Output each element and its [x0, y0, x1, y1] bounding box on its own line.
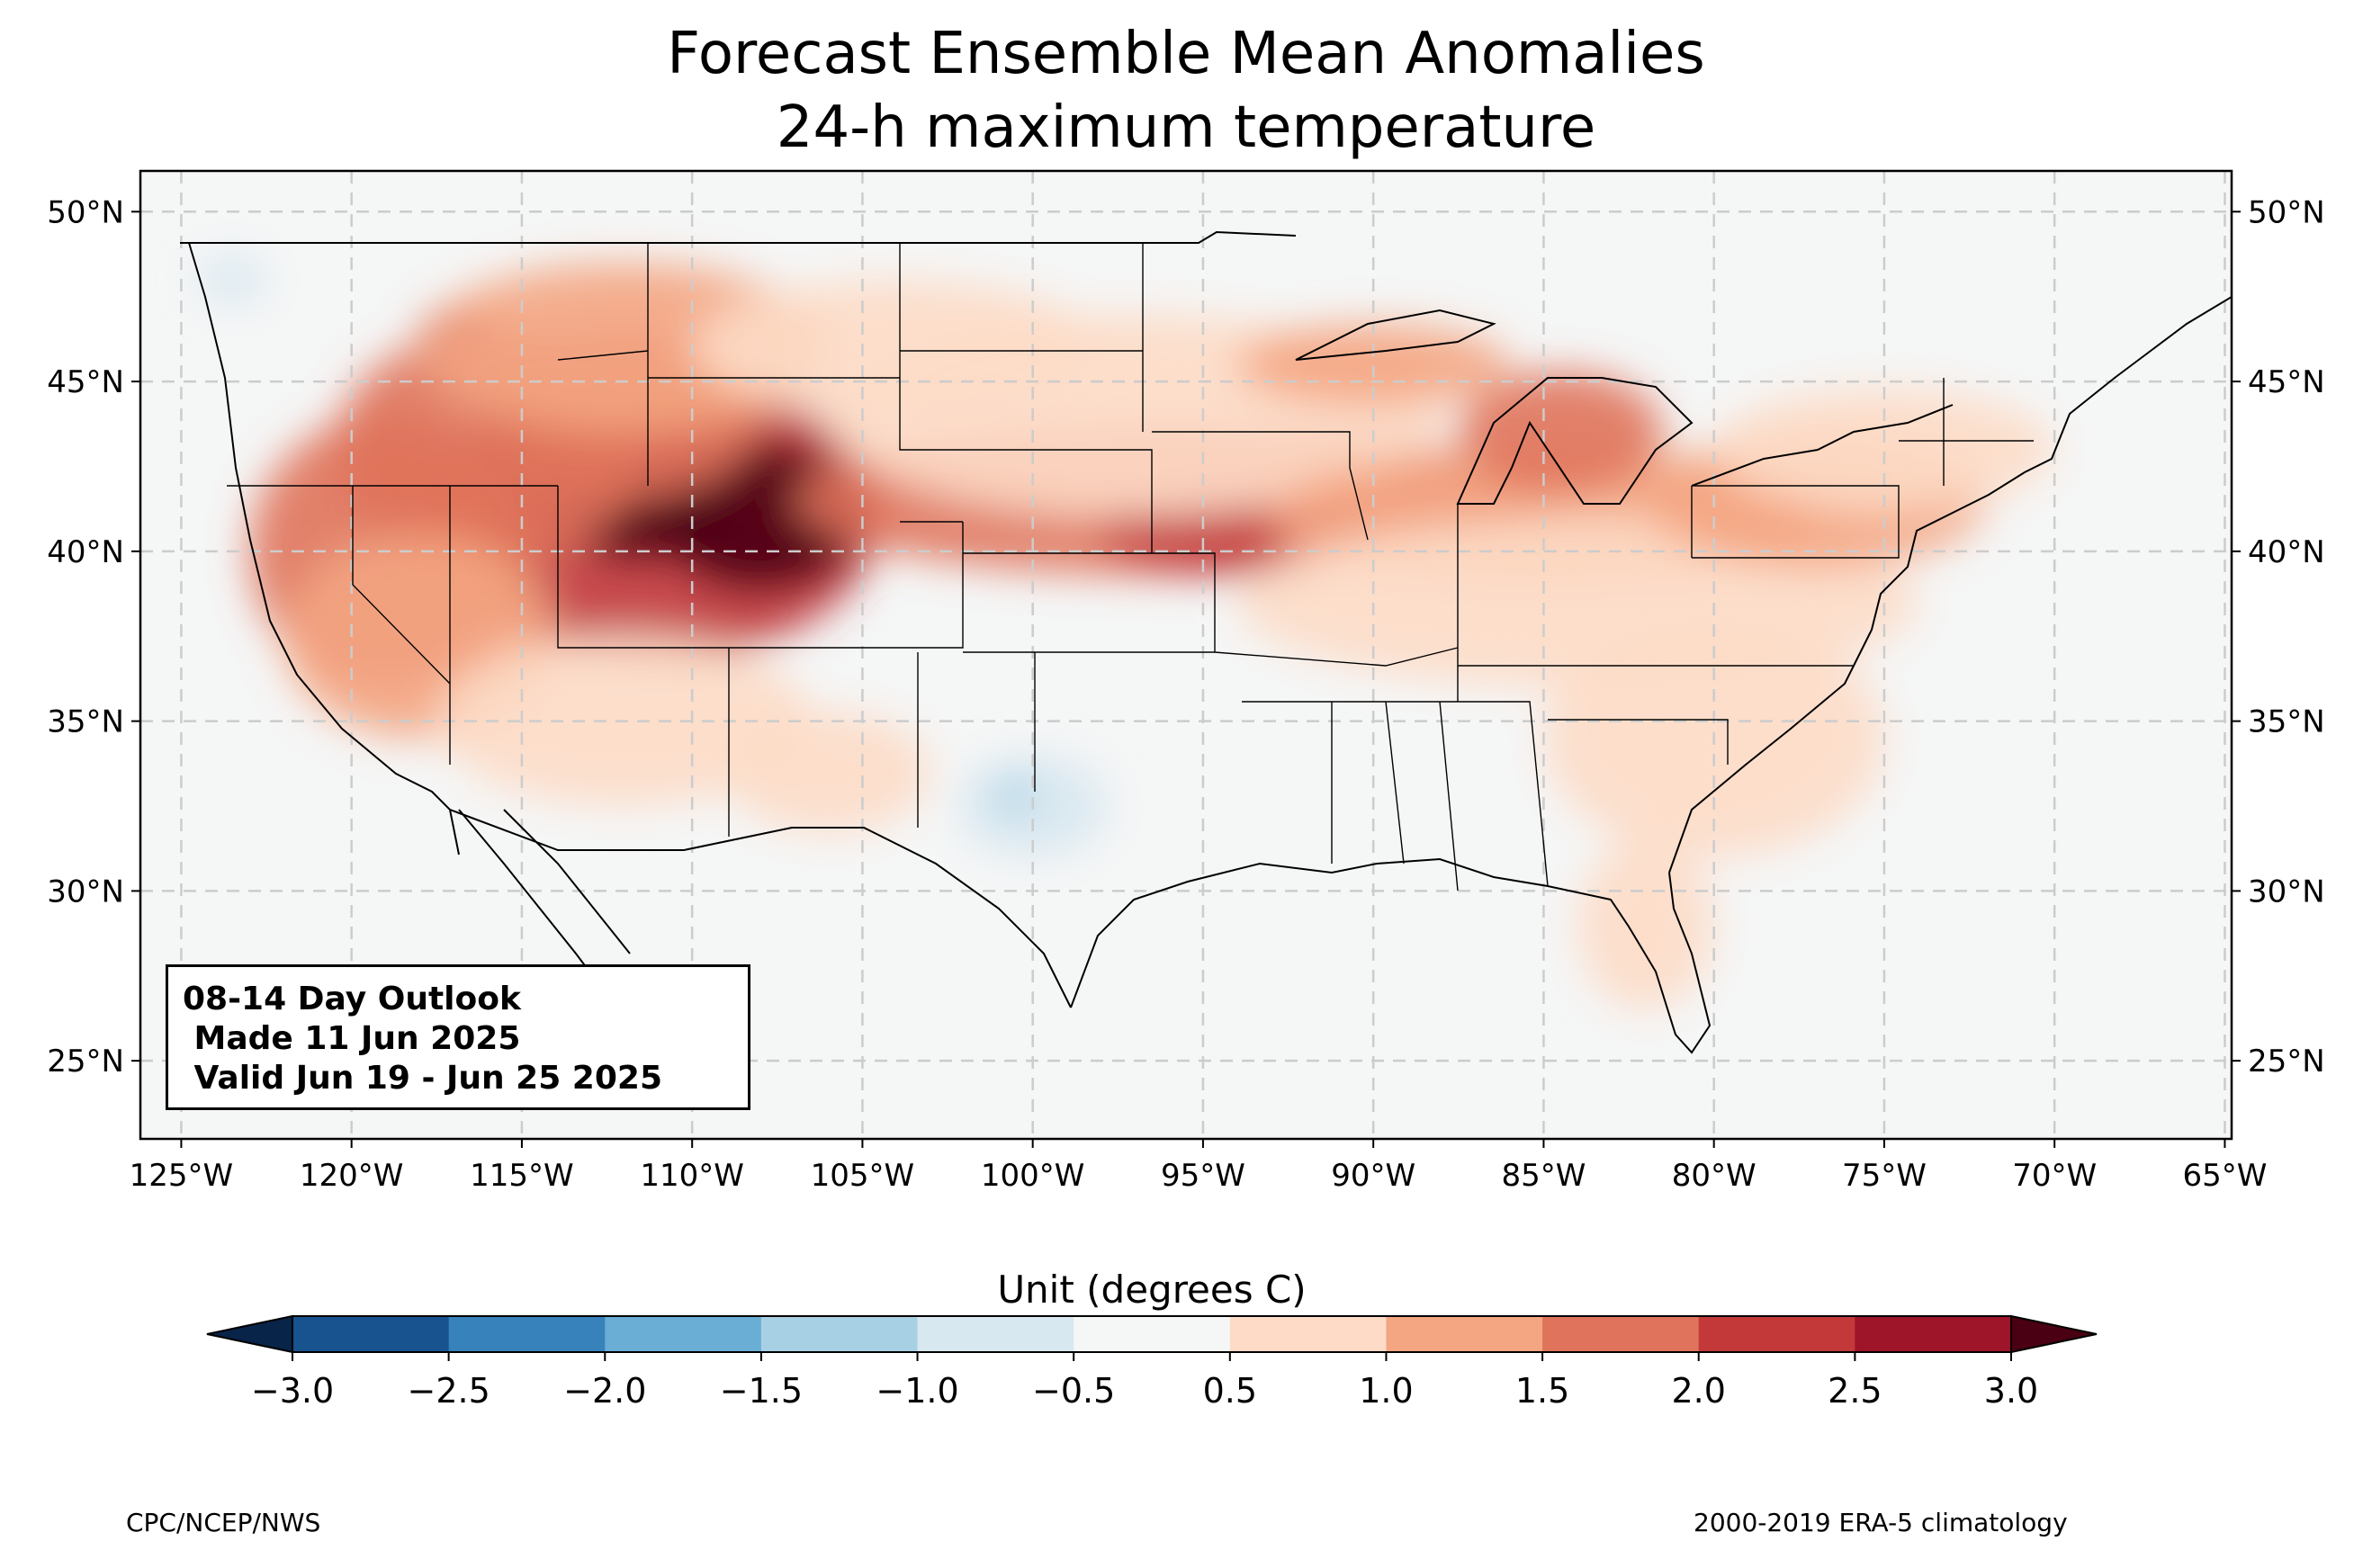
colorbar-tick-label: −2.0: [563, 1371, 646, 1411]
colorbar-tick-label: −1.0: [876, 1371, 958, 1411]
lat-tick-label-right: 40°N: [2248, 534, 2325, 570]
lon-tick-label: 110°W: [640, 1158, 744, 1194]
lon-tick-label: 90°W: [1331, 1158, 1415, 1194]
lake-erie-ontario: [1691, 404, 1954, 487]
colorbar-tick-label: −1.5: [720, 1371, 803, 1411]
title-line-1: Forecast Ensemble Mean Anomalies: [667, 21, 1705, 87]
lat-tick-label-right: 45°N: [2248, 364, 2325, 400]
lon-tick-label: 75°W: [1842, 1158, 1927, 1194]
lon-tick-label: 70°W: [2012, 1158, 2097, 1194]
lon-tick-label: 65°W: [2182, 1158, 2267, 1194]
title-line-2: 24-h maximum temperature: [776, 94, 1596, 161]
outlook-title: 08-14 Day Outlook: [183, 981, 521, 1017]
lat-tick-label-left: 40°N: [47, 534, 124, 570]
anomaly-region: [1577, 839, 1714, 1010]
anomaly-layer: [198, 255, 2055, 1010]
colorbar: −3.0 −2.5 −2.0 −1.5 −1.0 −0.5 0.5 1.0 1.5 2.0 2.5 3…: [206, 1314, 2098, 1411]
lat-tick-label-left: 30°N: [47, 874, 124, 909]
colorbar-tick-label: 2.0: [1672, 1371, 1726, 1411]
colorbar-tick-label: 3.0: [1984, 1371, 2038, 1411]
colorbar-tick-label: 0.5: [1203, 1371, 1257, 1411]
colorbar-segment: [292, 1316, 450, 1352]
gulf-of-california: [503, 809, 631, 954]
us-mexico-border: [449, 809, 1072, 1008]
colorbar-over-arrow: [2010, 1314, 2098, 1354]
colorbar-segment: [1386, 1316, 1543, 1352]
lat-tick-label-left: 45°N: [47, 364, 124, 400]
lake-superior: [1295, 309, 1496, 361]
colorbar-tick-label: −0.5: [1032, 1371, 1115, 1411]
anomaly-region: [1713, 388, 2055, 511]
lat-tick-label-right: 30°N: [2248, 874, 2325, 909]
colorbar-segment: [448, 1316, 606, 1352]
east-coast: [1668, 296, 2232, 874]
colorbar-segment: [605, 1316, 762, 1352]
colorbar-segment: [1855, 1316, 2012, 1352]
lon-tick-label: 80°W: [1672, 1158, 1757, 1194]
colorbar-label: Unit (degrees C): [997, 1268, 1306, 1312]
border-segment: [227, 243, 2034, 892]
lon-tick-label: 125°W: [130, 1158, 234, 1194]
colorbar-segment: [917, 1316, 1074, 1352]
anomaly-region: [1458, 371, 1663, 494]
map-frame: [139, 169, 2233, 1141]
colorbar-under-arrow: [206, 1314, 293, 1354]
lon-tick-label: 100°W: [981, 1158, 1085, 1194]
credit-climatology: 2000-2019 ERA-5 climatology: [1694, 1508, 2068, 1537]
credit-agency: CPC/NCEP/NWS: [126, 1508, 321, 1537]
lat-tick-label-left: 25°N: [47, 1044, 124, 1080]
anomaly-region: [726, 711, 931, 834]
colorbar-tick-label: 2.5: [1828, 1371, 1882, 1411]
lat-tick-label-right: 50°N: [2248, 194, 2325, 230]
colorbar-segment: [760, 1316, 919, 1352]
colorbar-segment: [1698, 1316, 1855, 1352]
west-coast: [188, 242, 460, 856]
lon-tick-label: 120°W: [300, 1158, 404, 1194]
outlook-box: 08-14 Day Outlook Made 11 Jun 2025 Valid…: [166, 964, 750, 1110]
lat-tick-label-left: 35°N: [47, 704, 124, 740]
lon-tick-label: 105°W: [811, 1158, 915, 1194]
colorbar-segment: [1542, 1316, 1700, 1352]
colorbar-segment: [1229, 1316, 1387, 1352]
colorbar-segment: [1074, 1316, 1231, 1352]
great-lakes: [1456, 377, 1694, 505]
colorbar-tick-label: 1.5: [1515, 1371, 1569, 1411]
outlook-made-date: Made 11 Jun 2025: [183, 1020, 521, 1057]
colorbar-outline: [292, 1315, 2012, 1353]
axis-ticks: 125°W 120°W 115°W 110°W 105°W 100°W 95°W 90°W 85…: [47, 194, 2324, 1194]
us-canada-border: [180, 230, 1297, 244]
outlook-valid-range: Valid Jun 19 - Jun 25 2025: [183, 1060, 663, 1097]
lat-tick-label-left: 50°N: [47, 194, 124, 230]
anomaly-region: [995, 778, 1037, 813]
state-borders: [227, 243, 2034, 892]
anomaly-region: [198, 255, 267, 304]
lon-tick-label: 115°W: [470, 1158, 574, 1194]
lat-tick-label-right: 25°N: [2248, 1044, 2325, 1080]
colorbar-tick-label: 1.0: [1359, 1371, 1413, 1411]
colorbar-tick-label: −3.0: [251, 1371, 334, 1411]
lon-tick-label: 95°W: [1161, 1158, 1245, 1194]
colorbar-tick-label: −2.5: [407, 1371, 490, 1411]
lon-tick-label: 85°W: [1501, 1158, 1586, 1194]
lat-tick-label-right: 35°N: [2248, 704, 2325, 740]
